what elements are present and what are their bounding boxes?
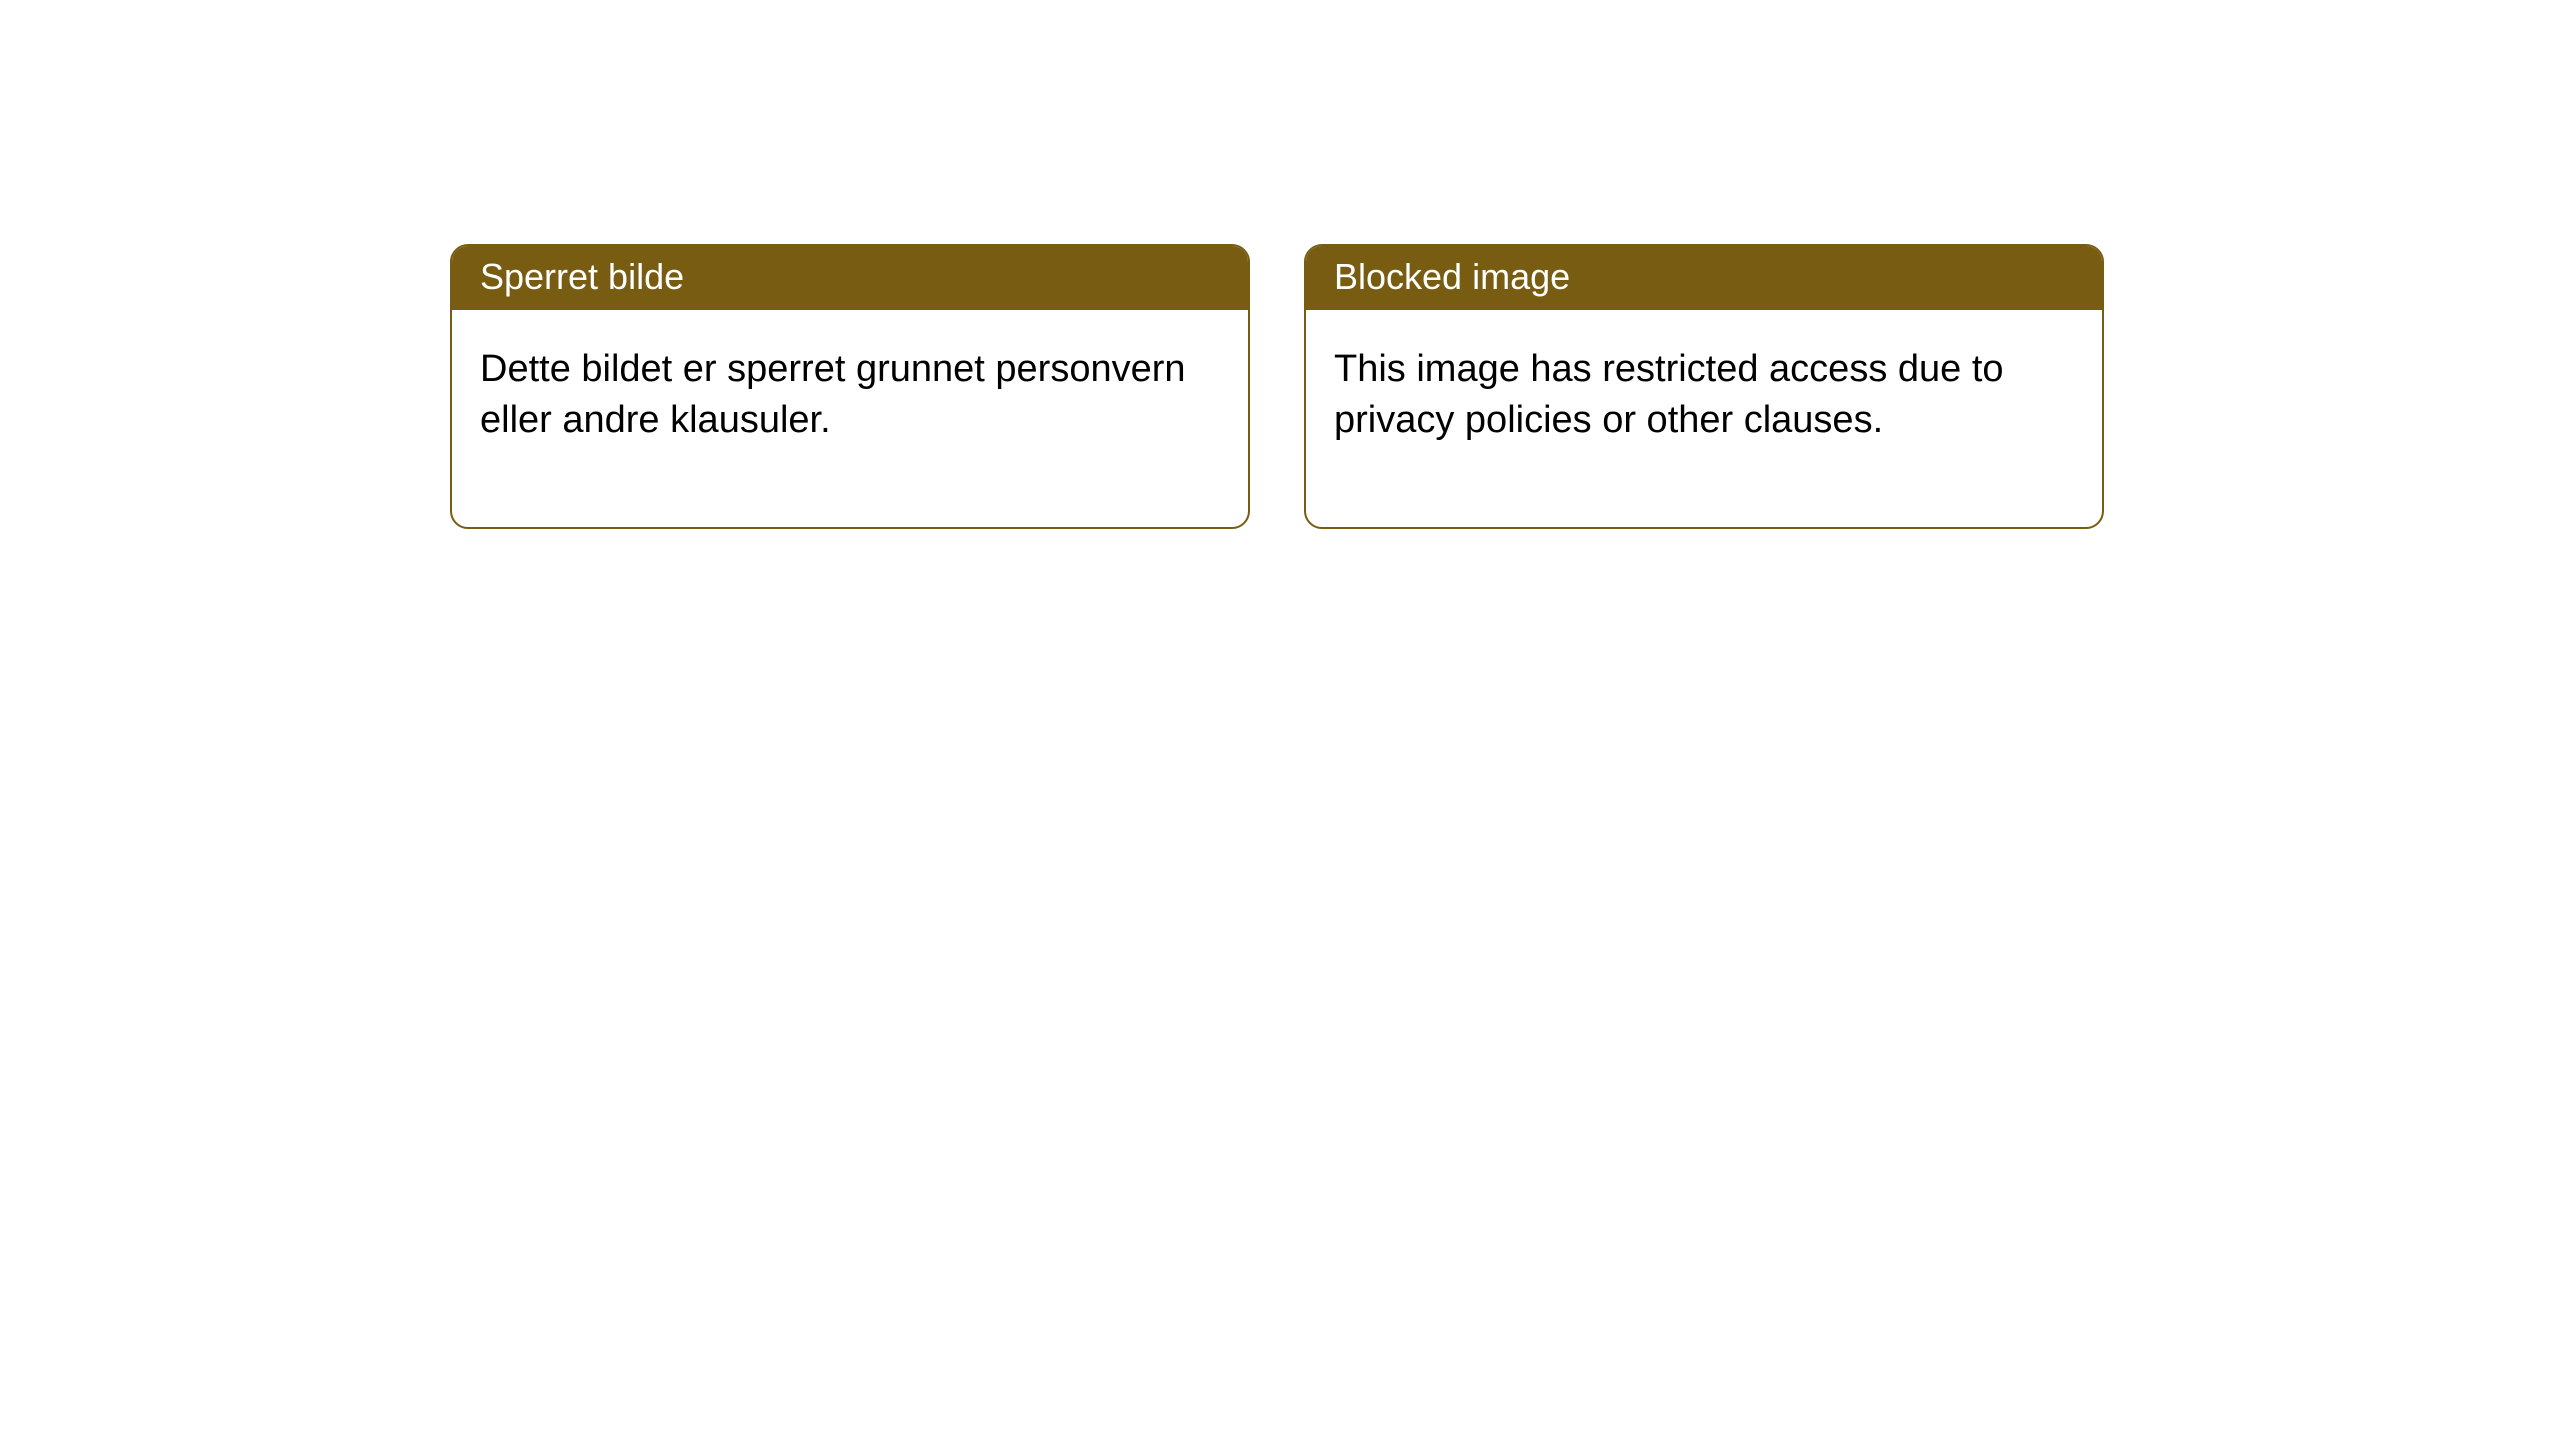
notice-container: Sperret bilde Dette bildet er sperret gr… bbox=[450, 244, 2104, 529]
notice-body: Dette bildet er sperret grunnet personve… bbox=[452, 310, 1248, 527]
notice-title: Sperret bilde bbox=[452, 246, 1248, 310]
notice-body: This image has restricted access due to … bbox=[1306, 310, 2102, 527]
notice-title: Blocked image bbox=[1306, 246, 2102, 310]
notice-card-norwegian: Sperret bilde Dette bildet er sperret gr… bbox=[450, 244, 1250, 529]
notice-card-english: Blocked image This image has restricted … bbox=[1304, 244, 2104, 529]
